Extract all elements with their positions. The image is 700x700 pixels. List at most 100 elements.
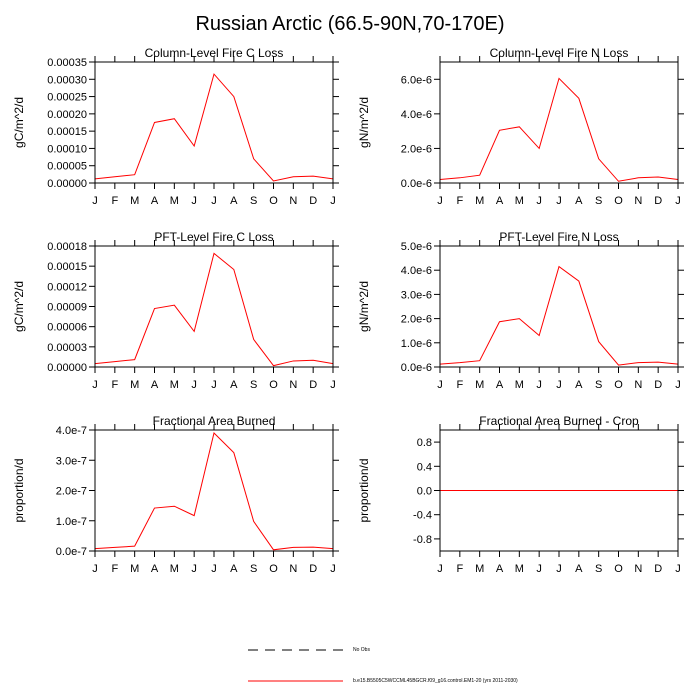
x-tick-label: A — [230, 379, 238, 391]
y-tick-label: 0.00010 — [47, 143, 87, 155]
y-tick-label: 3.0e-6 — [401, 289, 432, 301]
y-tick-label: 0.0e-6 — [401, 362, 432, 374]
x-tick-label: J — [92, 379, 98, 391]
x-tick-label: O — [614, 195, 623, 207]
x-tick-label: A — [230, 563, 238, 575]
x-tick-label: A — [575, 195, 583, 207]
x-tick-label: N — [634, 563, 642, 575]
y-tick-label: 0.00018 — [47, 241, 87, 253]
x-tick-label: M — [515, 195, 524, 207]
x-tick-label: M — [130, 563, 139, 575]
x-tick-label: S — [250, 195, 257, 207]
x-tick-label: F — [111, 379, 118, 391]
legend-dashed-sample — [248, 649, 343, 651]
x-tick-label: A — [151, 195, 159, 207]
y-tick-label: 0.4 — [417, 461, 432, 473]
y-tick-label: 0.00025 — [47, 92, 87, 104]
y-axis-label: gN/m^2/d — [357, 281, 371, 332]
x-tick-label: S — [595, 195, 602, 207]
chart-title: PFT-Level Fire N Loss — [499, 230, 618, 244]
x-tick-label: J — [536, 379, 542, 391]
x-tick-label: A — [496, 563, 504, 575]
plot-frame — [439, 61, 679, 184]
x-tick-label: J — [675, 195, 681, 207]
y-tick-label: 2.0e-7 — [56, 486, 87, 498]
plot-frame — [439, 429, 679, 552]
x-tick-label: J — [675, 379, 681, 391]
x-tick-label: D — [654, 563, 662, 575]
y-tick-label: 1.0e-6 — [401, 338, 432, 350]
chart-panel-2: Column-Level Fire N Loss gN/m^2/d 0.0e-6 2.… — [357, 46, 684, 207]
chart-panel-1: Column-Level Fire C Loss gC/m^2/d 0.00000 0… — [12, 46, 339, 207]
y-tick-label: 0.00000 — [47, 362, 87, 374]
series-line — [94, 73, 334, 182]
x-tick-label: M — [130, 379, 139, 391]
x-tick-label: S — [250, 379, 257, 391]
x-tick-label: J — [536, 563, 542, 575]
x-tick-label: J — [211, 379, 217, 391]
y-tick-label: 4.0e-7 — [56, 425, 87, 437]
x-tick-label: F — [456, 563, 463, 575]
x-tick-label: J — [437, 195, 443, 207]
y-tick-label: 2.0e-6 — [401, 143, 432, 155]
x-tick-label: J — [556, 563, 562, 575]
x-tick-label: M — [170, 379, 179, 391]
series-line — [439, 77, 679, 182]
chart-panel-5: Fractional Area Burned proportion/d 0.0e-7… — [12, 414, 339, 575]
y-tick-label: 0.00003 — [47, 342, 87, 354]
y-axis-label: gN/m^2/d — [357, 97, 371, 148]
y-tick-label: 5.0e-6 — [401, 241, 432, 253]
x-tick-label: M — [130, 195, 139, 207]
x-tick-label: N — [289, 379, 297, 391]
y-axis-label: proportion/d — [12, 458, 26, 522]
x-tick-label: A — [496, 195, 504, 207]
chart-title: Fractional Area Burned — [153, 414, 276, 428]
series-line — [94, 252, 334, 367]
x-tick-label: F — [456, 379, 463, 391]
plot-frame — [94, 61, 334, 184]
x-tick-label: O — [614, 563, 623, 575]
series-line — [439, 265, 679, 366]
x-tick-label: A — [575, 563, 583, 575]
y-tick-label: 0.00000 — [47, 178, 87, 190]
y-tick-label: 0.0 — [417, 486, 432, 498]
x-tick-label: J — [437, 379, 443, 391]
x-tick-label: D — [309, 195, 317, 207]
y-tick-label: 0.00005 — [47, 161, 87, 173]
x-tick-label: S — [595, 563, 602, 575]
x-tick-label: A — [230, 195, 238, 207]
y-tick-label: 0.00015 — [47, 261, 87, 273]
y-axis-label: gC/m^2/d — [12, 97, 26, 148]
y-tick-label: 0.0e-6 — [401, 178, 432, 190]
x-tick-label: J — [675, 563, 681, 575]
x-tick-label: M — [170, 195, 179, 207]
y-tick-label: -0.8 — [413, 534, 432, 546]
x-tick-label: F — [456, 195, 463, 207]
x-tick-label: J — [556, 195, 562, 207]
x-tick-label: D — [309, 379, 317, 391]
plot-frame — [439, 245, 679, 368]
y-tick-label: 2.0e-6 — [401, 314, 432, 326]
y-tick-label: 4.0e-6 — [401, 109, 432, 121]
x-tick-label: D — [309, 563, 317, 575]
x-tick-label: M — [475, 379, 484, 391]
x-tick-label: J — [536, 195, 542, 207]
x-tick-label: O — [614, 379, 623, 391]
y-tick-label: 0.00006 — [47, 322, 87, 334]
x-tick-label: D — [654, 195, 662, 207]
x-tick-label: J — [191, 563, 197, 575]
x-tick-label: M — [475, 563, 484, 575]
x-tick-label: J — [92, 563, 98, 575]
x-tick-label: J — [211, 195, 217, 207]
y-tick-label: 0.0e-7 — [56, 546, 87, 558]
y-tick-label: 0.00015 — [47, 126, 87, 138]
legend-label-no-obs: No Obs — [353, 647, 370, 653]
x-tick-label: J — [92, 195, 98, 207]
legend-label-control-run: b.e15.B5505C5WCCML45BGCR.f09_g16.control… — [353, 678, 518, 684]
x-tick-label: F — [111, 563, 118, 575]
y-tick-label: 6.0e-6 — [401, 74, 432, 86]
y-tick-label: 0.00035 — [47, 57, 87, 69]
y-tick-label: 0.8 — [417, 437, 432, 449]
x-tick-label: N — [634, 379, 642, 391]
